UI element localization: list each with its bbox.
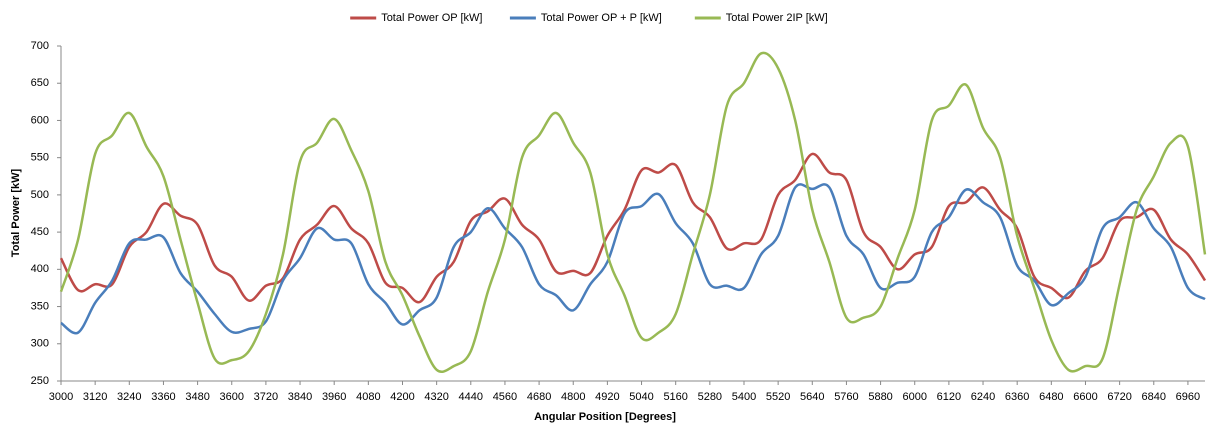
y-axis-title: Total Power [kW] — [10, 168, 22, 257]
y-tick-label: 450 — [31, 226, 49, 238]
x-tick-label: 6240 — [971, 391, 995, 403]
x-tick-label: 4080 — [356, 391, 380, 403]
x-tick-label: 3720 — [254, 391, 278, 403]
legend-label: Total Power OP [kW] — [381, 12, 482, 24]
x-tick-label: 4800 — [561, 391, 585, 403]
x-tick-label: 3840 — [288, 391, 312, 403]
y-tick-label: 700 — [31, 40, 49, 52]
series-line — [59, 51, 1207, 374]
x-tick-label: 3240 — [117, 391, 141, 403]
x-tick-label: 4920 — [595, 391, 619, 403]
y-tick-label: 400 — [31, 263, 49, 275]
x-tick-label: 3480 — [185, 391, 209, 403]
x-tick-label: 3960 — [322, 391, 346, 403]
x-tick-label: 6000 — [902, 391, 926, 403]
x-tick-label: 4440 — [459, 391, 483, 403]
x-tick-label: 6360 — [1005, 391, 1029, 403]
y-tick-label: 250 — [31, 375, 49, 387]
x-tick-label: 5160 — [663, 391, 687, 403]
x-tick-label: 4200 — [390, 391, 414, 403]
legend-label: Total Power 2IP [kW] — [726, 12, 828, 24]
y-tick-label: 600 — [31, 114, 49, 126]
x-tick-label: 6720 — [1107, 391, 1131, 403]
x-tick-label: 5640 — [800, 391, 824, 403]
x-tick-label: 3000 — [49, 391, 73, 403]
x-tick-label: 5520 — [766, 391, 790, 403]
legend-label: Total Power OP + P [kW] — [541, 12, 662, 24]
x-tick-label: 5760 — [834, 391, 858, 403]
x-tick-label: 5280 — [698, 391, 722, 403]
x-tick-label: 3120 — [83, 391, 107, 403]
x-tick-label: 4320 — [424, 391, 448, 403]
x-tick-label: 6120 — [937, 391, 961, 403]
y-tick-label: 350 — [31, 300, 49, 312]
x-tick-label: 6840 — [1142, 391, 1166, 403]
x-tick-label: 6480 — [1039, 391, 1063, 403]
x-tick-label: 6960 — [1176, 391, 1200, 403]
y-tick-label: 550 — [31, 152, 49, 164]
y-tick-label: 300 — [31, 338, 49, 350]
series-line — [60, 183, 1206, 335]
x-tick-label: 4560 — [493, 391, 517, 403]
y-tick-label: 500 — [31, 189, 49, 201]
x-tick-label: 4680 — [527, 391, 551, 403]
y-tick-label: 650 — [31, 77, 49, 89]
x-tick-label: 3360 — [151, 391, 175, 403]
x-tick-label: 5400 — [732, 391, 756, 403]
x-tick-label: 3600 — [220, 391, 244, 403]
x-axis-title: Angular Position [Degrees] — [534, 411, 676, 423]
x-tick-label: 5880 — [868, 391, 892, 403]
x-tick-label: 5040 — [629, 391, 653, 403]
x-tick-label: 6600 — [1073, 391, 1097, 403]
